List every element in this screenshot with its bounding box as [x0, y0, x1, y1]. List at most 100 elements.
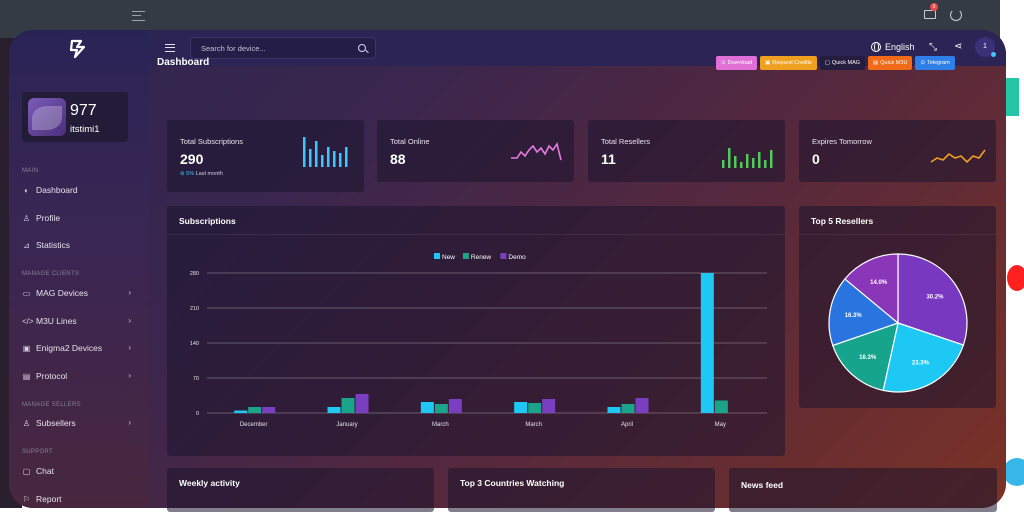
- sidebar-item-profile[interactable]: ♙ Profile: [22, 211, 137, 225]
- profile-avatar[interactable]: 1: [975, 37, 996, 57]
- sidebar: 977 itstimi1 MAIN ◐ Dashboard ♙ Profile ⊿ S…: [9, 30, 149, 508]
- panel-title: Weekly activity: [179, 478, 240, 488]
- action-label: Request Credits: [772, 60, 812, 66]
- action-label: Telegram: [927, 60, 950, 66]
- kpi-value: 11: [601, 151, 616, 167]
- telegram-button[interactable]: ⊙ Telegram: [915, 56, 955, 70]
- spark-bar: [315, 141, 318, 167]
- panel-title: Subscriptions: [179, 216, 236, 226]
- dashboard-icon: ◐: [24, 185, 29, 195]
- sidebar-item-label: Chat: [36, 466, 54, 476]
- spark-bar: [303, 137, 306, 167]
- spark-bar: [758, 152, 761, 168]
- sidebar-item-report[interactable]: ⚐ Report: [22, 492, 137, 506]
- user-icon: ♙: [22, 213, 31, 223]
- spark-bar: [752, 158, 755, 168]
- x-tick-label: May: [715, 422, 726, 428]
- kpi-trend-label: Last month: [195, 171, 223, 177]
- spark-bar: [734, 156, 737, 168]
- x-tick-label: March: [432, 422, 449, 428]
- sidebar-item-mag-devices[interactable]: ▭ MAG Devices ›: [22, 286, 137, 300]
- users-icon: ♙: [22, 418, 31, 428]
- bar: [355, 394, 369, 413]
- m3u-icon: ▤: [873, 60, 879, 66]
- weekly-activity-panel: Weekly activity: [167, 468, 434, 512]
- download-button[interactable]: ⊙ Download: [716, 56, 758, 70]
- sidebar-item-subsellers[interactable]: ♙ Subsellers ›: [22, 416, 137, 430]
- quick-m3u-button[interactable]: ▤ Quick M3U: [868, 56, 913, 70]
- language-selector[interactable]: English: [871, 42, 915, 52]
- pie-label: 16.3%: [845, 313, 863, 319]
- background-chat-bubble-icon[interactable]: [1003, 458, 1024, 486]
- kpi-total-online: Total Online 88: [377, 120, 574, 182]
- bar: [262, 407, 276, 413]
- legend-swatch: [434, 253, 440, 259]
- top5-resellers-pie-chart: 30.2% 23.3% 16.3% 16.3% 14.0%: [828, 253, 968, 393]
- bar: [607, 407, 621, 413]
- sidebar-item-label: M3U Lines: [36, 316, 77, 326]
- share-icon[interactable]: ⋖: [954, 41, 963, 52]
- kpi-trend-value: 5%: [186, 171, 195, 177]
- bar: [714, 400, 728, 413]
- kpi-trend: ⊚ 5%: [180, 171, 195, 177]
- spark-bar: [333, 151, 336, 167]
- pie-label: 30.2%: [926, 294, 944, 300]
- fullscreen-exit-icon[interactable]: ⤡: [929, 42, 937, 53]
- panel-title: Top 3 Countries Watching: [460, 478, 565, 488]
- action-label: Download: [727, 60, 753, 66]
- kpi-expires-tomorrow: Expires Tomorrow 0: [799, 120, 996, 182]
- spark-bar: [746, 154, 749, 168]
- search-box[interactable]: [190, 37, 376, 59]
- code-icon: </>: [22, 316, 34, 326]
- pie-label: 14.0%: [870, 280, 888, 286]
- power-icon[interactable]: [950, 9, 962, 21]
- kpi-label: Total Resellers: [601, 137, 651, 146]
- credits-icon: ▣: [765, 60, 771, 66]
- sidebar-item-statistics[interactable]: ⊿ Statistics: [22, 238, 137, 252]
- x-tick-label: January: [336, 422, 357, 428]
- spark-bar: [740, 162, 743, 168]
- monitor-icon: ▭: [22, 288, 31, 298]
- sparkline-bars: [303, 137, 348, 167]
- sidebar-item-chat[interactable]: ▢ Chat: [22, 464, 137, 478]
- protocol-icon: ▤: [22, 371, 31, 381]
- avatar: [28, 98, 66, 136]
- section-main: MAIN: [22, 168, 39, 174]
- sidebar-item-label: Profile: [36, 213, 61, 223]
- bar: [621, 404, 635, 413]
- sparkline-line: [511, 142, 562, 161]
- y-tick-label: 210: [190, 306, 199, 312]
- sidebar-item-m3u-lines[interactable]: </> M3U Lines ›: [22, 314, 137, 328]
- sidebar-item-label: Protocol: [36, 371, 68, 381]
- mail-icon[interactable]: 0: [924, 3, 938, 19]
- legend-label: Demo: [508, 254, 526, 261]
- sidebar-item-enigma2-devices[interactable]: ▣ Enigma2 Devices ›: [22, 341, 137, 355]
- sidebar-item-dashboard[interactable]: ◐ Dashboard: [22, 183, 137, 197]
- bar: [248, 407, 262, 413]
- chevron-right-icon: ›: [128, 343, 131, 352]
- spark-bar: [728, 148, 731, 168]
- mag-icon: ▢: [824, 60, 830, 66]
- chart-icon: ⊿: [23, 240, 30, 250]
- topbar: English ⤡ ⋖ 1: [149, 30, 1006, 66]
- user-card[interactable]: 977 itstimi1: [22, 92, 128, 142]
- quick-mag-button[interactable]: ▢ Quick MAG: [819, 56, 866, 70]
- logo-icon: [69, 39, 86, 59]
- top-countries-panel: Top 3 Countries Watching: [448, 468, 715, 512]
- request-credits-button[interactable]: ▣ Request Credits: [760, 56, 817, 70]
- sidebar-item-protocol[interactable]: ▤ Protocol ›: [22, 369, 137, 383]
- subscriptions-panel: Subscriptions New Renew Demo 0 70 140 210 280 De…: [167, 206, 785, 456]
- bar: [341, 398, 355, 413]
- kpi-label: Total Subscriptions: [180, 137, 243, 146]
- bar: [700, 273, 714, 413]
- kpi-total-subscriptions: Total Subscriptions 290 ⊚ 5% Last month: [167, 120, 364, 192]
- x-tick-label: December: [240, 422, 268, 428]
- search-icon[interactable]: [358, 44, 366, 52]
- menu-toggle-icon[interactable]: [165, 44, 175, 52]
- search-input[interactable]: [201, 42, 351, 54]
- pie-slice: [844, 253, 899, 325]
- user-number: 977: [70, 102, 97, 119]
- bar: [514, 402, 528, 413]
- legend-swatch: [462, 253, 469, 259]
